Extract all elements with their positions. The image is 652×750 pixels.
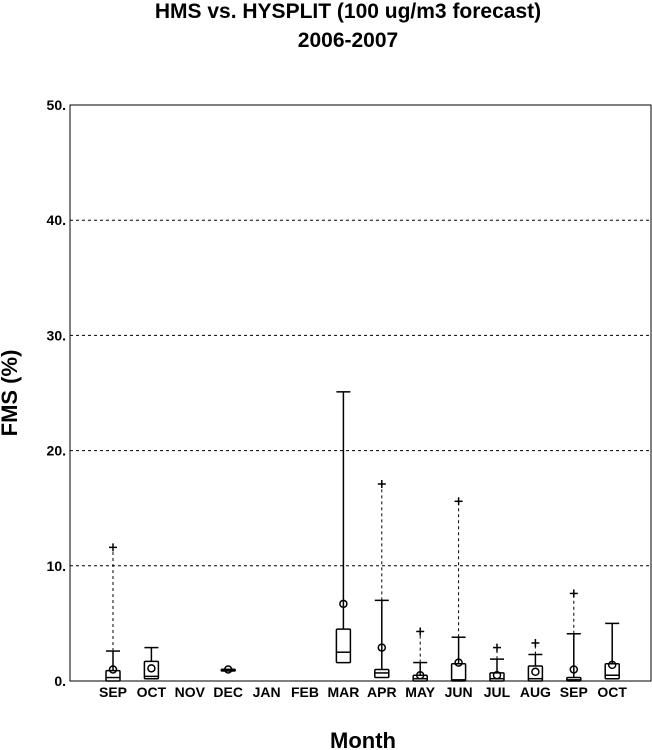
x-tick-label: NOV [175,684,206,700]
chart-title: HMS vs. HYSPLIT (100 ug/m3 forecast) [155,0,541,23]
box-apr [374,480,390,679]
x-tick-label: MAR [327,684,359,700]
x-axis-label: Month [330,728,396,750]
iqr-box [604,662,620,680]
iqr-box [450,662,467,682]
x-tick-label: SEP [99,684,127,700]
box-mar [335,391,352,664]
mean-marker [377,643,387,652]
mean-marker [492,670,502,680]
x-axis-ticks: SEP OCT NOV DEC JAN FEB MAR APR MAY JUN JUL AUG SEP O… [99,684,627,700]
chart-subtitle: 2006-2007 [298,29,398,52]
y-axis-ticks: 0. 10. 20. 30. 40. 50. [47,97,66,689]
box-oct [604,622,620,680]
x-tick-label: JAN [253,684,281,700]
mean-marker [223,665,233,674]
y-tick-label: 40. [47,212,66,228]
boxes [105,391,620,682]
box-dec [220,665,236,674]
box-jun [450,497,467,682]
y-tick-label: 20. [47,443,66,459]
gridlines [70,219,651,567]
x-tick-label: FEB [291,684,319,700]
mean-marker [607,660,617,670]
y-tick-label: 50. [47,97,66,113]
iqr-box [489,672,505,682]
box-sep [566,589,582,682]
box-sep [105,543,121,682]
mean-marker [339,599,348,609]
y-tick-label: 30. [47,327,66,343]
y-axis-label: FMS (%) [0,350,22,437]
mean-marker [569,665,579,674]
x-tick-label: DEC [213,684,243,700]
y-tick-label: 10. [47,558,66,574]
x-tick-label: JUN [445,684,473,700]
mean-marker [108,665,118,674]
box-aug [527,638,544,682]
plot-area-frame [69,104,652,682]
iqr-box [143,660,160,680]
mean-marker [454,658,463,667]
box-may [412,627,428,682]
mean-marker [531,667,540,677]
mean-marker [415,670,425,680]
x-tick-label: APR [367,684,397,700]
x-tick-label: MAY [405,684,435,700]
box-jul [489,643,505,682]
x-tick-label: SEP [560,684,588,700]
y-tick-label: 0. [54,673,66,689]
x-tick-label: AUG [520,684,551,700]
iqr-box [335,628,352,664]
x-tick-label: OCT [137,684,167,700]
iqr-box [105,669,121,682]
box-oct [143,646,160,680]
x-tick-label: OCT [597,684,627,700]
x-tick-label: JUL [484,684,511,700]
mean-marker [147,664,156,673]
